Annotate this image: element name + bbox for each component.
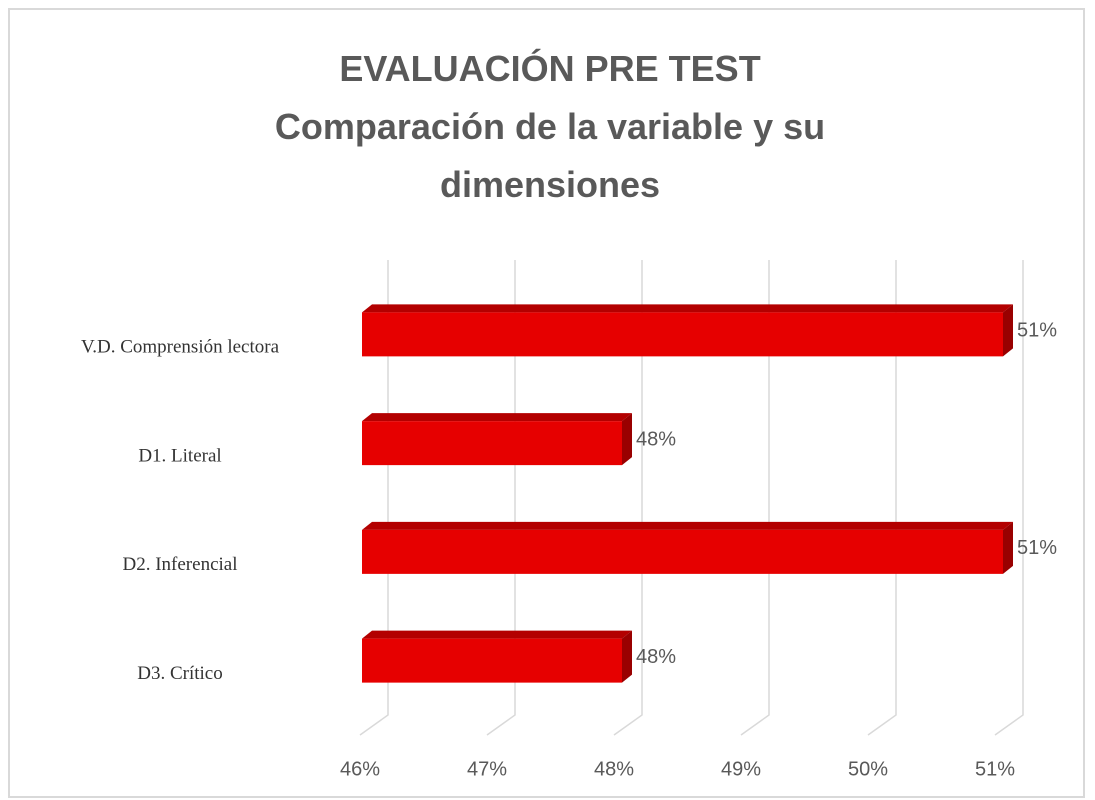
bar-top xyxy=(362,413,632,422)
x-tick-label: 46% xyxy=(340,758,380,780)
bar-side xyxy=(622,630,632,683)
category-label: D1. Literal xyxy=(138,445,221,466)
value-label: 51% xyxy=(1017,537,1057,559)
grid-line xyxy=(613,260,643,736)
value-label: 51% xyxy=(1017,320,1057,342)
value-label: 48% xyxy=(636,646,676,668)
grid-line xyxy=(994,260,1024,736)
x-tick-label: 48% xyxy=(594,758,634,780)
bar-side xyxy=(622,413,632,466)
titles: EVALUACIÓN PRE TEST Comparación de la va… xyxy=(240,40,860,214)
value-label: 48% xyxy=(636,428,676,450)
chart-frame xyxy=(8,8,1085,798)
bar-side xyxy=(1003,304,1013,357)
chart-subtitle: Comparación de la variable y su dimensio… xyxy=(274,106,826,205)
bar-top xyxy=(362,304,1013,313)
chart-title: EVALUACIÓN PRE TEST xyxy=(339,48,761,89)
x-tick-label: 49% xyxy=(721,758,761,780)
grid-line xyxy=(740,260,770,736)
grid-line xyxy=(867,260,897,736)
bar-top xyxy=(362,521,1013,530)
x-tick-label: 51% xyxy=(975,758,1015,780)
bar xyxy=(362,421,622,466)
category-label: D3. Crítico xyxy=(137,663,223,684)
x-tick-label: 47% xyxy=(467,758,507,780)
category-label: D2. Inferencial xyxy=(123,554,238,575)
bar xyxy=(362,312,1003,357)
bar xyxy=(362,529,1003,574)
grid-line xyxy=(359,260,389,736)
bar xyxy=(362,638,622,683)
category-label: V.D. Comprensión lectora xyxy=(81,337,280,358)
bar-side xyxy=(1003,521,1013,574)
bar-top xyxy=(362,630,632,639)
grid-line xyxy=(486,260,516,736)
x-tick-label: 50% xyxy=(848,758,888,780)
